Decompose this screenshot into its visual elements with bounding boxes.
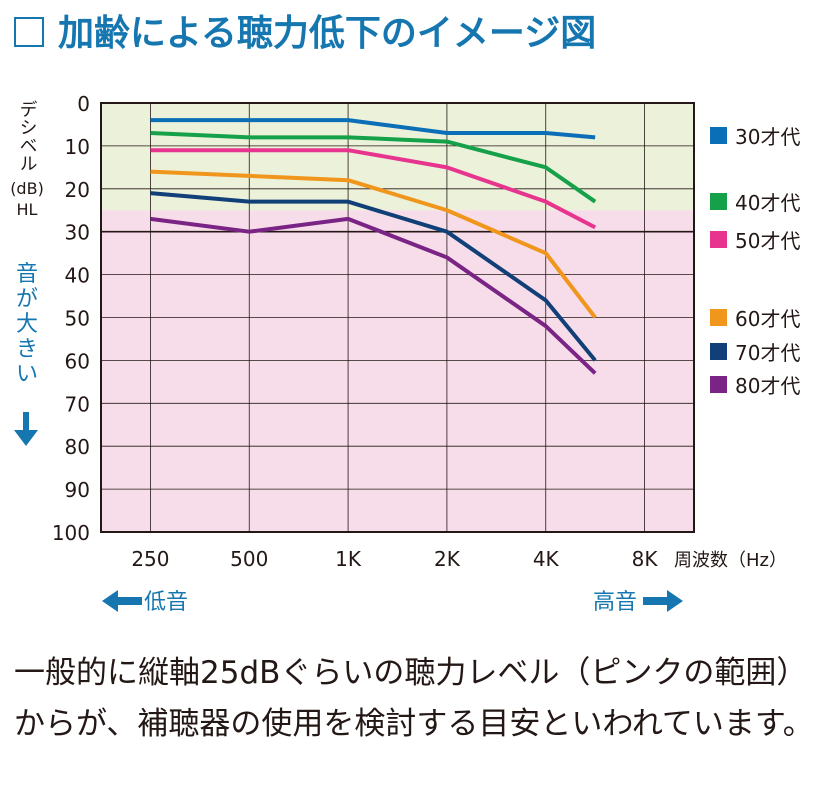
high-tone-indicator: 高音 [593, 584, 685, 616]
y-tick-label: 90 [65, 478, 90, 502]
legend-label: 60才代 [735, 307, 800, 331]
right-arrow-icon [643, 590, 684, 612]
legend-swatch [710, 231, 727, 248]
x-tick-label: 2K [434, 547, 461, 571]
y-tick-label: 70 [65, 392, 90, 416]
y-tick-label: 50 [65, 307, 90, 331]
legend-swatch [710, 376, 727, 393]
hearing-loss-region [101, 210, 694, 532]
louder-char: が [15, 287, 38, 312]
legend-label: 40才代 [735, 191, 800, 215]
louder-char: い [15, 362, 38, 387]
series-line [150, 216, 597, 375]
title-text: 加齢による聴力低下のイメージ図 [58, 13, 597, 54]
series-line [150, 169, 597, 319]
down-arrow-icon [14, 412, 38, 446]
y-tick-label: 100 [52, 521, 90, 545]
y-axis-label-hl: HL [16, 200, 38, 219]
x-axis-label: 周波数（Hz） [674, 550, 787, 571]
y-axis-label-unit: デシベル [16, 100, 38, 172]
louder-char: 大 [15, 312, 38, 337]
high-tone-label: 高音 [593, 590, 638, 615]
legend-label: 80才代 [735, 374, 800, 398]
plot-frame [100, 102, 695, 533]
y-tick-label: 60 [65, 349, 90, 373]
legend-swatch [710, 309, 727, 326]
x-tick-label: 4K [533, 547, 560, 571]
left-arrow-icon [102, 590, 142, 612]
legend-label: 30才代 [735, 125, 800, 149]
low-tone-label: 低音 [144, 590, 189, 615]
y-tick-label: 20 [65, 178, 90, 202]
low-tone-indicator: 低音 [100, 584, 188, 616]
x-tick-label: 250 [131, 547, 169, 571]
louder-char: 音 [15, 262, 38, 287]
caption-note: 一般的に縦軸25dBぐらいの聴力レベル（ピンクの範囲）からが、補聴器の使用を検討… [14, 655, 814, 742]
hearing-chart: 0 10 20 30 40 50 60 70 80 90 100 250 500 1K 2K 4K 8K 周波数（… [52, 92, 801, 571]
checkbox-square-icon [14, 17, 44, 47]
louder-char: き [15, 337, 38, 362]
y-tick-label: 80 [65, 435, 90, 459]
legend-label: 70才代 [735, 341, 800, 365]
y-axis-label-db: (dB) [10, 179, 44, 198]
x-tick-label: 8K [632, 547, 659, 571]
y-axis-label: デシベル (dB) HL [10, 94, 44, 220]
x-tick-label: 1K [335, 547, 362, 571]
legend-swatch [710, 343, 727, 360]
y-tick-label: 40 [65, 264, 90, 288]
y-tick-label: 0 [77, 92, 90, 116]
legend-swatch [710, 193, 727, 210]
legend-swatch [710, 127, 727, 144]
y-tick-label: 30 [65, 221, 90, 245]
series-line [150, 131, 597, 204]
legend-label: 50才代 [735, 229, 800, 253]
x-tick-label: 500 [230, 547, 268, 571]
louder-label: 音 が 大 き い [14, 262, 40, 387]
series-line [150, 148, 597, 230]
series-line [150, 118, 596, 140]
page-title: 加齢による聴力低下のイメージ図 [14, 4, 596, 56]
series-line [150, 191, 597, 362]
y-tick-label: 10 [65, 135, 90, 159]
